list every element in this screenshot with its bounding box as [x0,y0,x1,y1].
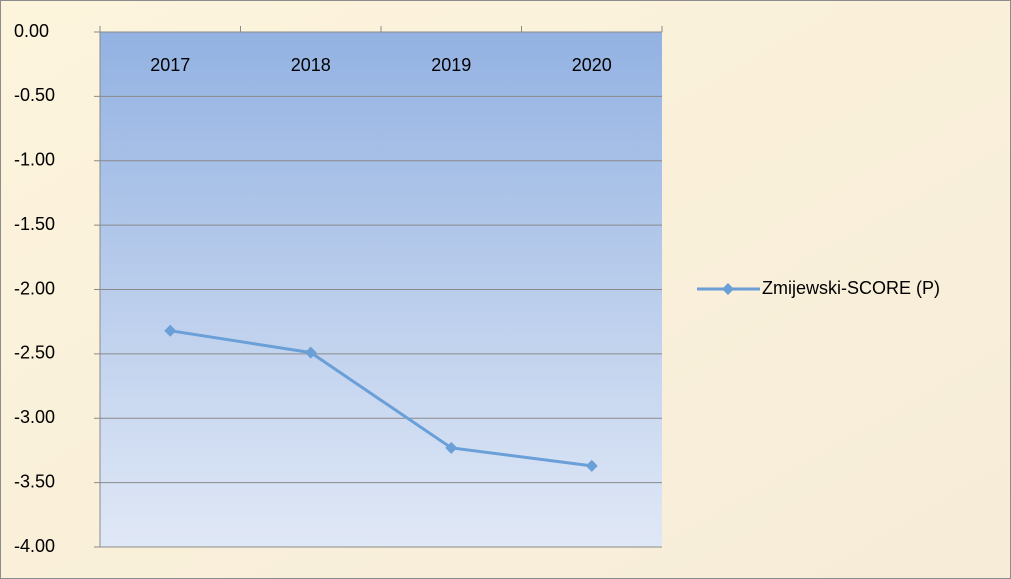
legend-label: Zmijewski-SCORE (P) [762,278,940,298]
x-tick-label: 2019 [431,55,471,75]
x-tick-label: 2017 [150,55,190,75]
y-tick-label: -3.50 [14,471,55,491]
x-tick-label: 2020 [572,55,612,75]
y-tick-label: -2.00 [14,278,55,298]
y-tick-label: -2.50 [14,343,55,363]
data-point [585,459,598,472]
series-line [170,329,592,468]
y-tick-label: -4.00 [14,536,55,556]
y-tick-label: -0.50 [14,85,55,105]
y-tick-label: -1.00 [14,150,55,170]
data-point [445,441,458,454]
data-point [164,324,177,337]
y-tick-label: 0.00 [14,21,49,41]
x-tick-label: 2018 [291,55,331,75]
data-point [304,346,317,359]
legend-marker [722,283,734,295]
y-tick-label: -1.50 [14,214,55,234]
y-tick-label: -3.00 [14,407,55,427]
